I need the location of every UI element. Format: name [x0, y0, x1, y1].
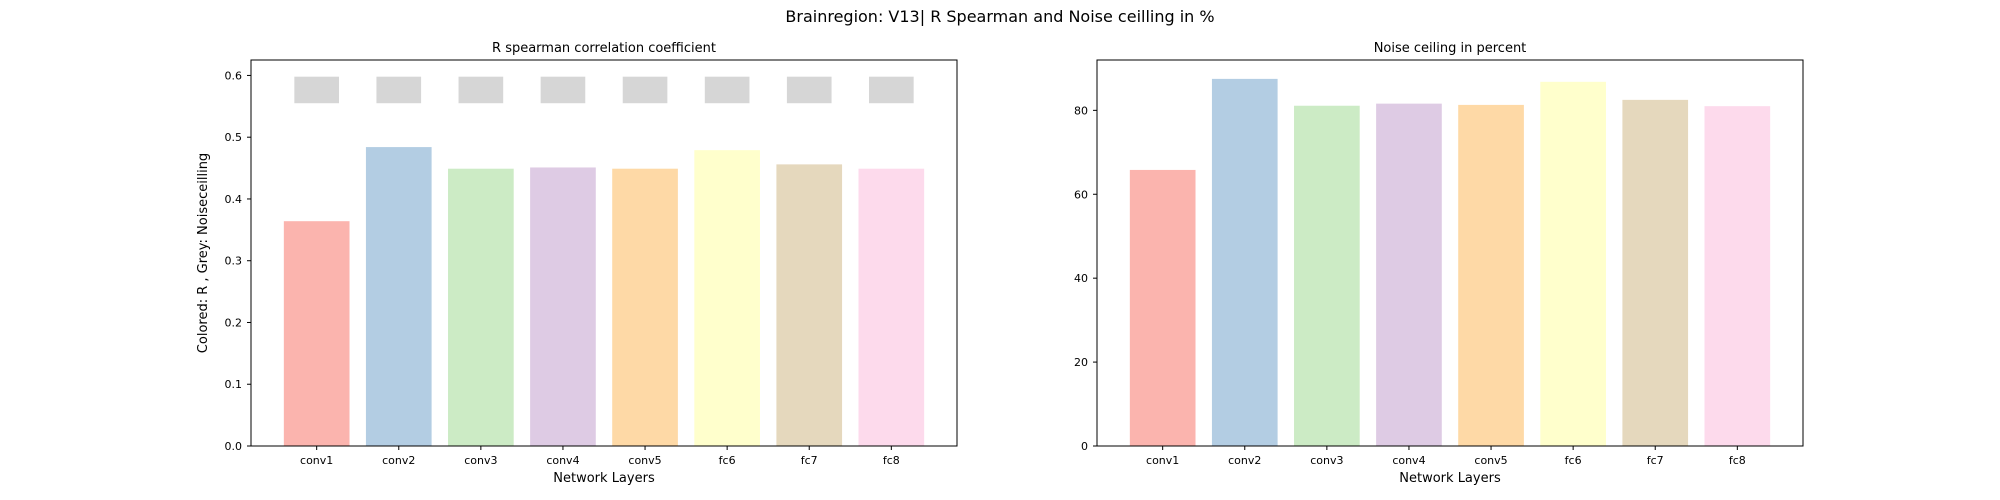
y-tick-label-3: 60: [1074, 188, 1088, 201]
bar-conv1: [1129, 169, 1196, 446]
figure-suptitle: Brainregion: V13| R Spearman and Noise c…: [785, 7, 1214, 26]
x-tick-label-conv4: conv4: [1392, 454, 1425, 467]
bar-fc7: [1622, 99, 1689, 446]
axes-frame: [250, 59, 958, 447]
bar-fc7: [776, 164, 843, 447]
y-tick-label-4: 0.4: [225, 193, 243, 206]
bar-fc8: [1704, 106, 1771, 447]
x-axis-label: Network Layers: [1399, 471, 1501, 486]
y-tick-label-0: 0: [1081, 440, 1088, 453]
noise-ceiling-box-conv1: [294, 76, 340, 104]
noise-ceiling-box-fc7: [786, 76, 832, 104]
noise-ceiling-box-conv3: [458, 76, 504, 104]
x-tick-label-conv3: conv3: [1310, 454, 1343, 467]
x-tick-label-fc8: fc8: [1729, 454, 1746, 467]
noise-ceiling-box-fc6: [704, 76, 750, 104]
x-tick-label-fc8: fc8: [883, 454, 900, 467]
x-tick-label-fc7: fc7: [801, 454, 818, 467]
bar-conv4: [530, 167, 596, 446]
bar-fc8: [858, 168, 925, 446]
axes-title: Noise ceiling in percent: [1374, 41, 1527, 56]
bar-conv5: [612, 168, 678, 446]
x-tick-label-conv5: conv5: [628, 454, 661, 467]
x-tick-label-fc7: fc7: [1647, 454, 1664, 467]
x-tick-label-conv4: conv4: [546, 454, 579, 467]
noise-ceiling-box-conv4: [540, 76, 586, 104]
noise-ceiling-box-fc8: [868, 76, 914, 104]
axes-title: R spearman correlation coefficient: [492, 41, 716, 56]
y-tick-label-2: 0.2: [225, 316, 243, 329]
x-tick-label-conv1: conv1: [1146, 454, 1179, 467]
bar-conv4: [1376, 103, 1442, 447]
noise-ceiling-box-conv5: [622, 76, 668, 104]
y-tick-label-1: 20: [1074, 356, 1088, 369]
noise-ceiling-box-conv2: [376, 76, 422, 104]
y-axis-label: Colored: R , Grey: Noiseceilling: [196, 153, 211, 353]
y-tick-label-0: 0.0: [225, 440, 243, 453]
axes-frame: [1096, 59, 1804, 447]
x-tick-label-conv2: conv2: [382, 454, 415, 467]
bar-conv2: [365, 147, 432, 446]
x-tick-label-conv2: conv2: [1228, 454, 1261, 467]
bar-conv2: [1211, 78, 1278, 446]
x-tick-label-fc6: fc6: [1565, 454, 1582, 467]
panel-noise-ceiling: conv1 conv2 conv3 conv4 conv5 fc6 fc7 fc8 0 20 40 6…: [1074, 41, 1804, 486]
bar-conv3: [448, 168, 514, 446]
panel-r-spearman: conv1 conv2 conv3 conv4 conv5 fc6 fc7 fc8 0.0 0.1…: [196, 41, 958, 486]
y-tick-label-2: 40: [1074, 272, 1088, 285]
bar-conv1: [283, 221, 350, 446]
y-tick-label-1: 0.1: [225, 378, 243, 391]
x-axis-label: Network Layers: [553, 471, 655, 486]
y-tick-label-5: 0.5: [225, 131, 243, 144]
bar-fc6: [1540, 81, 1606, 447]
x-tick-label-conv5: conv5: [1474, 454, 1507, 467]
y-tick-label-3: 0.3: [225, 255, 243, 268]
bar-conv5: [1458, 104, 1524, 446]
bar-conv3: [1294, 105, 1360, 446]
y-tick-label-4: 80: [1074, 104, 1088, 117]
x-tick-label-conv1: conv1: [300, 454, 333, 467]
bar-fc6: [694, 150, 760, 446]
x-tick-label-conv3: conv3: [464, 454, 497, 467]
y-tick-label-6: 0.6: [225, 69, 243, 82]
x-tick-label-fc6: fc6: [719, 454, 736, 467]
